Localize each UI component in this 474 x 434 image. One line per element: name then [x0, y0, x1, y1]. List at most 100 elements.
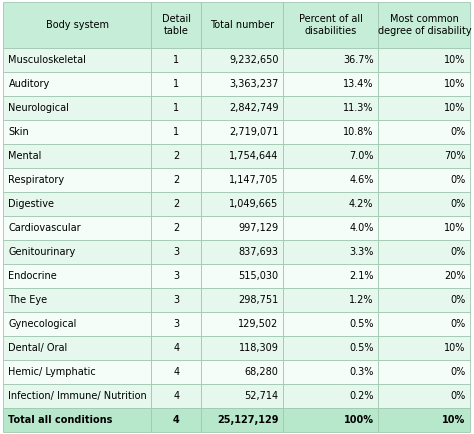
- Bar: [152, 240, 201, 264]
- Bar: [283, 2, 379, 48]
- Bar: [379, 192, 471, 216]
- Text: Neurological: Neurological: [9, 103, 69, 113]
- Bar: [201, 336, 283, 360]
- Bar: [379, 96, 471, 120]
- Bar: [379, 216, 471, 240]
- Text: 10%: 10%: [444, 79, 465, 89]
- Bar: [379, 120, 471, 144]
- Bar: [283, 120, 379, 144]
- Bar: [3, 192, 152, 216]
- Bar: [283, 384, 379, 408]
- Text: 0%: 0%: [450, 247, 465, 257]
- Bar: [3, 240, 152, 264]
- Bar: [283, 72, 379, 96]
- Bar: [152, 312, 201, 336]
- Bar: [152, 72, 201, 96]
- Bar: [283, 144, 379, 168]
- Bar: [3, 360, 152, 384]
- Bar: [152, 120, 201, 144]
- Bar: [3, 216, 152, 240]
- Bar: [152, 48, 201, 72]
- Text: Detail
table: Detail table: [162, 14, 191, 36]
- Bar: [3, 264, 152, 288]
- Bar: [379, 144, 471, 168]
- Bar: [152, 336, 201, 360]
- Bar: [3, 72, 152, 96]
- Bar: [3, 144, 152, 168]
- Text: 1,049,665: 1,049,665: [229, 199, 279, 209]
- Text: Auditory: Auditory: [9, 79, 50, 89]
- Bar: [3, 120, 152, 144]
- Bar: [283, 408, 379, 432]
- Text: 0%: 0%: [450, 127, 465, 137]
- Text: 0.5%: 0.5%: [349, 343, 374, 353]
- Bar: [283, 288, 379, 312]
- Bar: [201, 312, 283, 336]
- Bar: [201, 120, 283, 144]
- Text: 10%: 10%: [444, 343, 465, 353]
- Text: 4: 4: [173, 343, 180, 353]
- Bar: [201, 96, 283, 120]
- Bar: [379, 48, 471, 72]
- Bar: [152, 96, 201, 120]
- Bar: [3, 336, 152, 360]
- Text: 0.2%: 0.2%: [349, 391, 374, 401]
- Text: 515,030: 515,030: [238, 271, 279, 281]
- Bar: [152, 288, 201, 312]
- Bar: [379, 168, 471, 192]
- Text: 4.2%: 4.2%: [349, 199, 374, 209]
- Bar: [201, 384, 283, 408]
- Text: 10%: 10%: [444, 103, 465, 113]
- Text: 837,693: 837,693: [238, 247, 279, 257]
- Text: Cardiovascular: Cardiovascular: [9, 223, 81, 233]
- Text: Respiratory: Respiratory: [9, 175, 64, 185]
- Text: 10%: 10%: [444, 55, 465, 65]
- Text: 100%: 100%: [344, 415, 374, 425]
- Text: Total number: Total number: [210, 20, 274, 30]
- Bar: [152, 168, 201, 192]
- Text: Most common
degree of disability: Most common degree of disability: [378, 14, 471, 36]
- Text: 0%: 0%: [450, 319, 465, 329]
- Text: Body system: Body system: [46, 20, 109, 30]
- Bar: [3, 384, 152, 408]
- Text: Dental/ Oral: Dental/ Oral: [9, 343, 68, 353]
- Bar: [152, 408, 201, 432]
- Text: 4: 4: [173, 391, 180, 401]
- Bar: [152, 384, 201, 408]
- Text: Genitourinary: Genitourinary: [9, 247, 76, 257]
- Bar: [283, 96, 379, 120]
- Bar: [379, 336, 471, 360]
- Text: 118,309: 118,309: [238, 343, 279, 353]
- Text: 20%: 20%: [444, 271, 465, 281]
- Text: 11.3%: 11.3%: [343, 103, 374, 113]
- Text: 0.3%: 0.3%: [349, 367, 374, 377]
- Bar: [283, 240, 379, 264]
- Text: 25,127,129: 25,127,129: [217, 415, 279, 425]
- Text: 3: 3: [173, 295, 180, 305]
- Bar: [201, 48, 283, 72]
- Text: Mental: Mental: [9, 151, 42, 161]
- Text: 2: 2: [173, 223, 180, 233]
- Bar: [3, 48, 152, 72]
- Bar: [379, 408, 471, 432]
- Text: 10%: 10%: [442, 415, 465, 425]
- Bar: [201, 408, 283, 432]
- Bar: [283, 264, 379, 288]
- Text: 3,363,237: 3,363,237: [229, 79, 279, 89]
- Text: Percent of all
disabilities: Percent of all disabilities: [299, 14, 363, 36]
- Bar: [3, 2, 152, 48]
- Bar: [152, 192, 201, 216]
- Bar: [201, 2, 283, 48]
- Bar: [379, 312, 471, 336]
- Text: 9,232,650: 9,232,650: [229, 55, 279, 65]
- Text: 1: 1: [173, 103, 180, 113]
- Bar: [201, 72, 283, 96]
- Bar: [3, 96, 152, 120]
- Text: 4.6%: 4.6%: [349, 175, 374, 185]
- Text: Skin: Skin: [9, 127, 29, 137]
- Bar: [283, 336, 379, 360]
- Text: 0%: 0%: [450, 295, 465, 305]
- Bar: [152, 216, 201, 240]
- Text: 4.0%: 4.0%: [349, 223, 374, 233]
- Text: 1: 1: [173, 79, 180, 89]
